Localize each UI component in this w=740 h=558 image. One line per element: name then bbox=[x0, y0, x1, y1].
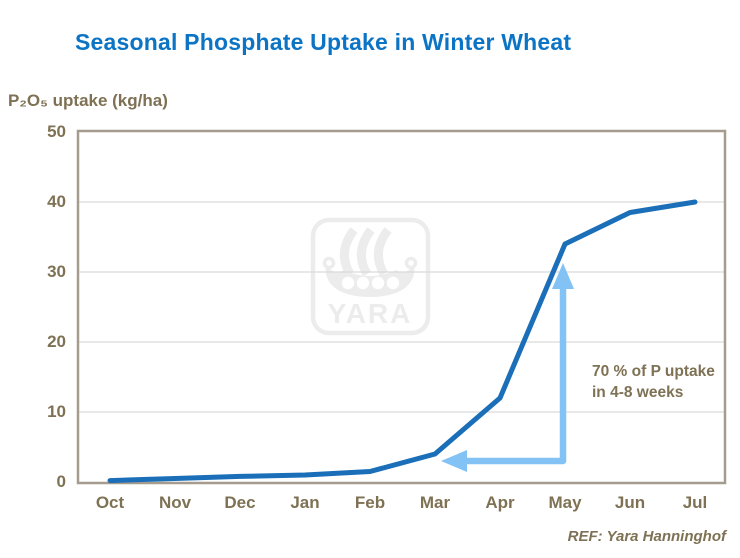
y-tick-label: 40 bbox=[47, 192, 66, 211]
viking-ship-icon bbox=[339, 227, 392, 277]
y-tick-label: 0 bbox=[56, 472, 66, 491]
ship-hull bbox=[325, 265, 415, 297]
x-tick-label: Jun bbox=[614, 493, 646, 512]
hull-curl-right bbox=[404, 256, 418, 270]
x-tick-label: May bbox=[548, 493, 582, 512]
x-tick-label: Mar bbox=[419, 493, 451, 512]
x-tick-label: Feb bbox=[354, 493, 386, 512]
uptake-curve bbox=[107, 199, 698, 484]
annotation-text: 70 % of P uptake in 4-8 weeks bbox=[592, 363, 715, 401]
x-tick-label: Jul bbox=[682, 493, 708, 512]
x-tick-label: Jan bbox=[290, 493, 320, 512]
y-tick-label: 20 bbox=[47, 332, 66, 351]
arrow-head-up-icon bbox=[552, 263, 574, 289]
y-axis-title: P₂O₅ uptake (kg/ha) bbox=[8, 91, 168, 110]
ship-portholes bbox=[341, 276, 400, 290]
hull-curl-left bbox=[322, 256, 336, 270]
plot-border bbox=[76, 129, 727, 485]
yara-watermark: YARA bbox=[310, 217, 431, 336]
x-tick-label: Dec bbox=[224, 493, 256, 512]
reference-text: REF: Yara Hanninghof bbox=[567, 528, 726, 545]
watermark-frame bbox=[310, 217, 431, 336]
x-tick-label: Apr bbox=[485, 493, 515, 512]
x-tick-label: Nov bbox=[158, 493, 192, 512]
arrow-shaft bbox=[464, 286, 567, 465]
x-tick-label: Oct bbox=[95, 493, 125, 512]
gridlines bbox=[79, 201, 724, 413]
y-tick-label: 10 bbox=[47, 402, 66, 421]
chart-title: Seasonal Phosphate Uptake in Winter Whea… bbox=[75, 29, 572, 55]
y-tick-label: 30 bbox=[47, 262, 66, 281]
y-tick-label: 50 bbox=[47, 122, 66, 141]
watermark-text: YARA bbox=[328, 298, 413, 329]
arrow-head-left-icon bbox=[441, 450, 467, 472]
annotation-arrow bbox=[441, 263, 574, 472]
